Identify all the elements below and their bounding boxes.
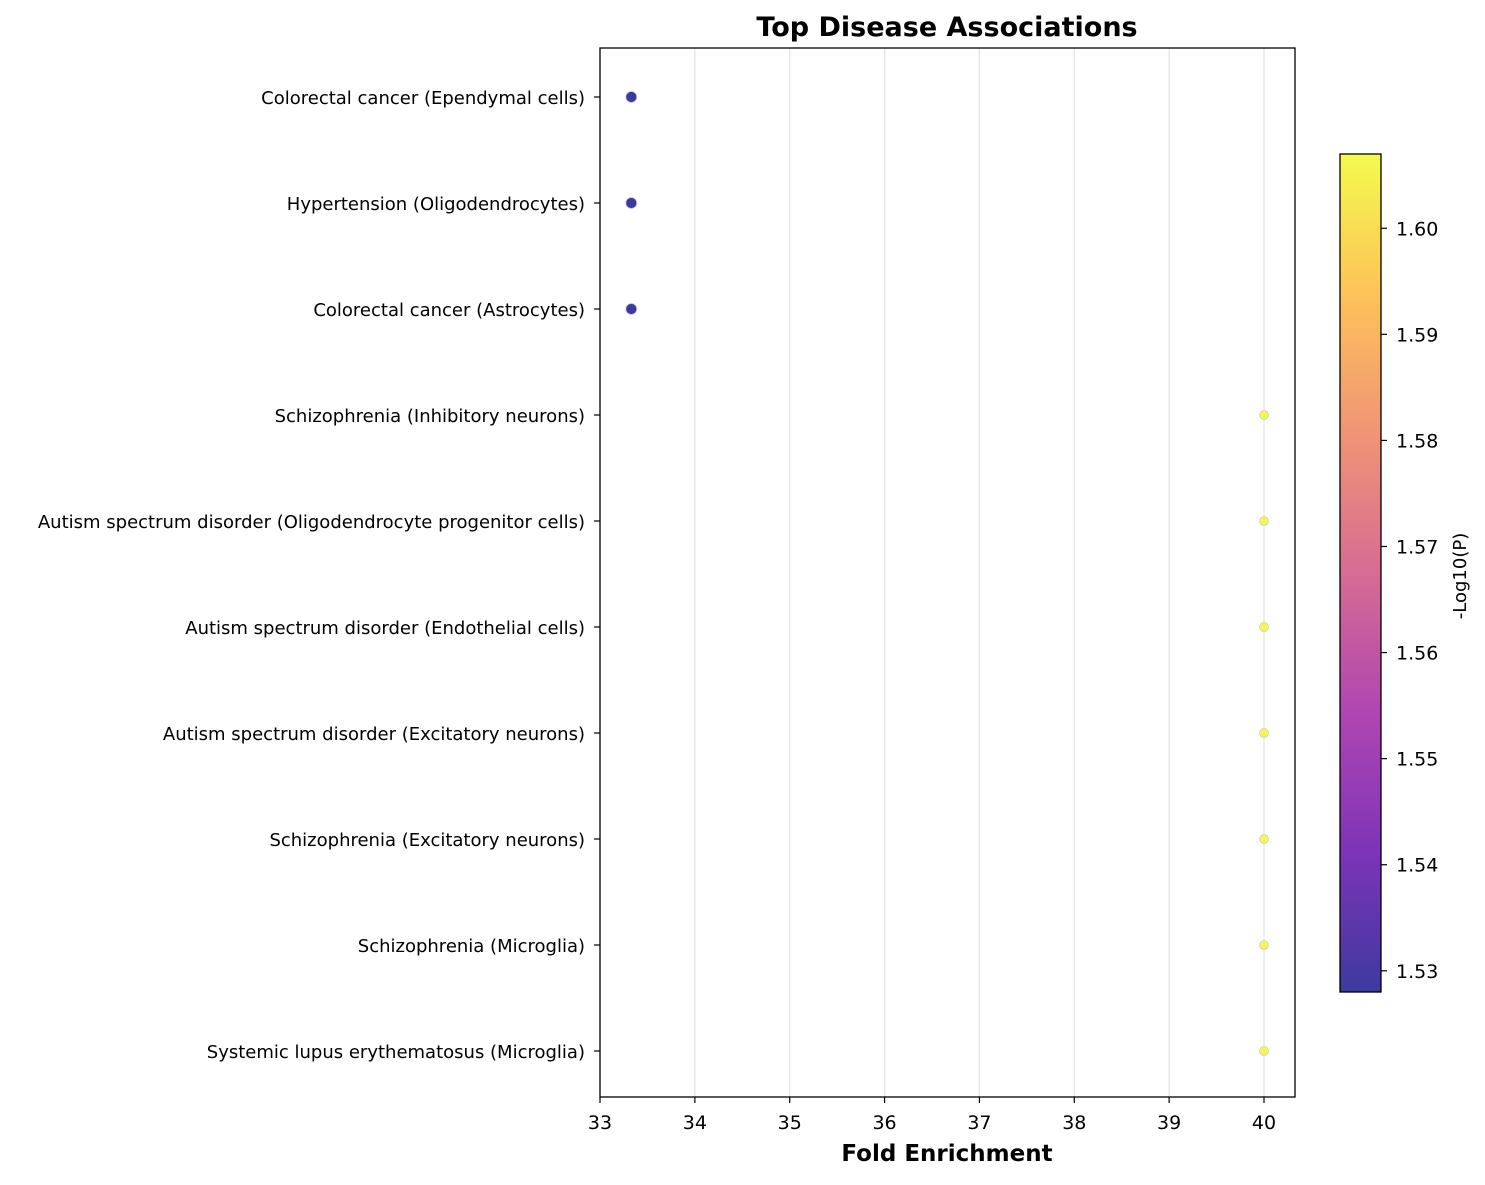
data-point [625,303,638,315]
y-tick-label: Autism spectrum disorder (Oligodendrocyt… [38,512,585,533]
data-point [1259,622,1269,632]
colorbar [1339,153,1382,993]
data-point [1259,1046,1269,1056]
x-tick-label: 39 [1157,1112,1181,1134]
x-tick-label: 38 [1062,1112,1086,1134]
x-tick-label: 34 [683,1112,707,1134]
data-point [1259,834,1269,844]
colorbar-tick-label: 1.56 [1396,643,1438,665]
data-point [1259,516,1269,526]
colorbar-tick-label: 1.55 [1396,749,1438,771]
data-point [625,91,638,103]
x-tick-label: 33 [588,1112,612,1134]
y-tick-label: Schizophrenia (Microglia) [358,936,585,957]
x-axis-ticks: 33 34 35 36 37 38 39 40 [588,1097,1276,1134]
colorbar-tick-label: 1.57 [1396,536,1438,558]
y-tick-label: Autism spectrum disorder (Endothelial ce… [185,618,585,639]
grid-lines [694,48,1265,1097]
data-points [625,91,1269,1056]
data-point [1259,940,1269,950]
chart-title: Top Disease Associations [756,12,1137,43]
data-point [625,197,638,209]
y-tick-label: Schizophrenia (Excitatory neurons) [269,830,585,851]
y-tick-label: Colorectal cancer (Ependymal cells) [261,88,585,109]
y-tick-label: Autism spectrum disorder (Excitatory neu… [163,724,585,745]
x-tick-label: 36 [872,1112,896,1134]
colorbar-label: -Log10(P) [1450,533,1471,619]
y-tick-label: Schizophrenia (Inhibitory neurons) [275,406,585,427]
y-tick-label: Colorectal cancer (Astrocytes) [313,300,585,321]
colorbar-ticks: 1.53 1.54 1.55 1.56 1.57 1.58 1.59 1.60 [1381,218,1438,983]
x-tick-label: 40 [1252,1112,1276,1134]
colorbar-tick-label: 1.60 [1396,218,1438,240]
x-tick-label: 35 [778,1112,802,1134]
y-tick-label: Hypertension (Oligodendrocytes) [287,194,585,215]
colorbar-tick-label: 1.53 [1396,961,1438,983]
plot-frame [599,47,1296,1098]
colorbar-tick-label: 1.54 [1396,855,1438,877]
data-point [1259,728,1269,738]
colorbar-tick-label: 1.58 [1396,430,1438,452]
y-tick-label: Systemic lupus erythematosus (Microglia) [207,1042,585,1063]
data-point [1259,410,1269,420]
colorbar-tick-label: 1.59 [1396,324,1438,346]
x-tick-label: 37 [967,1112,991,1134]
x-axis-label: Fold Enrichment [841,1141,1052,1167]
y-axis-ticks: Colorectal cancer (Ependymal cells) Hyper… [38,88,600,1063]
